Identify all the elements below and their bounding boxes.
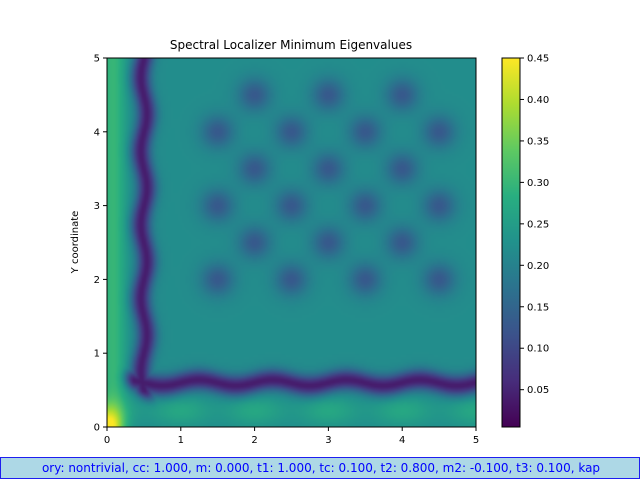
y-tick-label: 5: [94, 54, 100, 65]
colorbar-tick-label: 0.15: [527, 302, 549, 313]
colorbar-ticks: 0.05 0.10 0.15 0.20 0.25 0.30 0.35 0.40 0.45: [520, 54, 549, 396]
colorbar-tick-label: 0.30: [527, 178, 549, 189]
plot-frame: [106, 57, 477, 428]
colorbar-tick-label: 0.20: [527, 261, 549, 272]
colorbar-tick-label: 0.10: [527, 344, 549, 355]
x-axis-ticks: 0 1 2 3 4 5: [104, 427, 479, 446]
colorbar-frame: [501, 57, 521, 428]
x-tick-label: 1: [178, 435, 184, 446]
colorbar-tick-label: 0.45: [527, 54, 549, 65]
y-tick-label: 0: [94, 423, 100, 434]
colorbar-tick-label: 0.25: [527, 219, 549, 230]
colorbar-tick-label: 0.40: [527, 95, 549, 106]
colorbar-gradient: [502, 58, 520, 427]
chart-title: Spectral Localizer Minimum Eigenvalues: [170, 38, 412, 52]
x-tick-label: 3: [325, 435, 331, 446]
y-tick-label: 3: [94, 201, 100, 212]
y-axis-label: Y coordinate: [70, 211, 81, 275]
x-tick-label: 4: [399, 435, 405, 446]
x-tick-label: 0: [104, 435, 110, 446]
y-tick-label: 1: [94, 349, 100, 360]
colorbar-tick-label: 0.35: [527, 136, 549, 147]
heatmap-image: [107, 58, 476, 427]
x-tick-label: 5: [473, 435, 479, 446]
status-bar: ory: nontrivial, cc: 1.000, m: 0.000, t1…: [0, 457, 640, 479]
status-text: ory: nontrivial, cc: 1.000, m: 0.000, t1…: [41, 461, 601, 475]
y-tick-label: 4: [94, 127, 100, 138]
y-axis-ticks: 0 1 2 3 4 5: [94, 54, 107, 434]
x-tick-label: 2: [251, 435, 257, 446]
y-tick-label: 2: [94, 275, 100, 286]
colorbar-tick-label: 0.05: [527, 385, 549, 396]
